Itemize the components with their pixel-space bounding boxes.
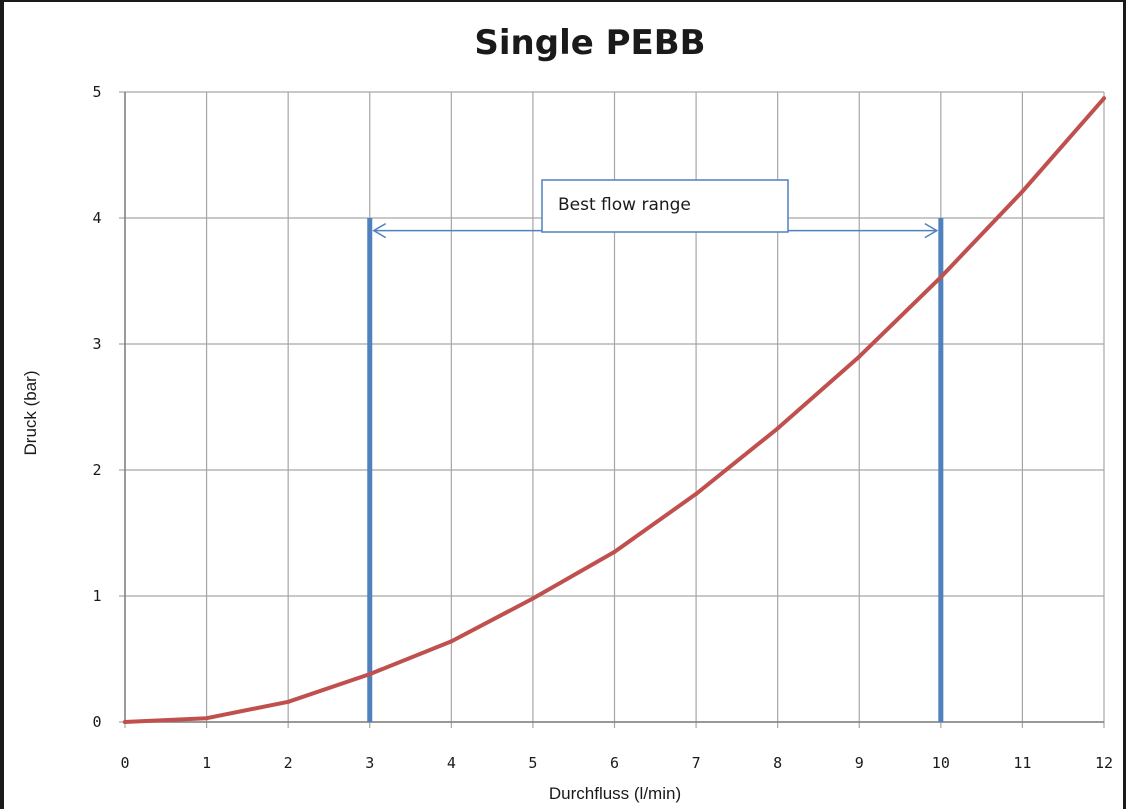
y-tick-label: 0 — [92, 713, 101, 731]
data-point — [612, 549, 617, 554]
data-point — [367, 672, 372, 677]
x-tick-label: 0 — [120, 754, 129, 772]
y-tick-label: 4 — [92, 209, 101, 227]
data-point — [1020, 189, 1025, 194]
data-point — [938, 275, 943, 280]
data-point — [775, 426, 780, 431]
data-point — [449, 639, 454, 644]
x-axis-label: Durchfluss (l/min) — [549, 784, 681, 803]
arrowhead-left — [372, 222, 387, 239]
arrowhead-right — [924, 222, 939, 239]
chart-title: Single PEBB — [474, 23, 705, 63]
x-tick-label: 4 — [447, 754, 456, 772]
x-tick-label: 11 — [1013, 754, 1031, 772]
y-tick-label: 2 — [92, 461, 101, 479]
data-point — [694, 491, 699, 496]
data-point — [530, 596, 535, 601]
chart: Single PEBB Best flow range 0 1 2 3 4 5 6 7 8 9 10… — [21, 23, 1113, 803]
x-tick-label: 6 — [610, 754, 619, 772]
y-tick-label: 5 — [92, 83, 101, 101]
data-point — [286, 699, 291, 704]
data-point — [204, 716, 209, 721]
x-tick-label: 8 — [773, 754, 782, 772]
data-point — [857, 354, 862, 359]
y-tick-label: 1 — [92, 587, 101, 605]
x-tick-label: 9 — [855, 754, 864, 772]
x-tick-label: 5 — [528, 754, 537, 772]
y-tick-label: 3 — [92, 335, 101, 353]
data-point — [1102, 96, 1106, 101]
annotation-text: Best flow range — [558, 195, 691, 215]
range-markers — [367, 218, 944, 722]
x-tick-label: 10 — [932, 754, 950, 772]
y-axis-label: Druck (bar) — [21, 370, 40, 455]
annotation: Best flow range — [372, 179, 939, 239]
series-layer — [123, 96, 1106, 724]
x-tick-label: 2 — [284, 754, 293, 772]
x-tick-label: 7 — [692, 754, 701, 772]
x-tick-label: 3 — [365, 754, 374, 772]
annotation-box — [541, 179, 789, 233]
x-tick-label: 1 — [202, 754, 211, 772]
data-point — [123, 720, 127, 724]
x-tick-label: 12 — [1095, 754, 1113, 772]
